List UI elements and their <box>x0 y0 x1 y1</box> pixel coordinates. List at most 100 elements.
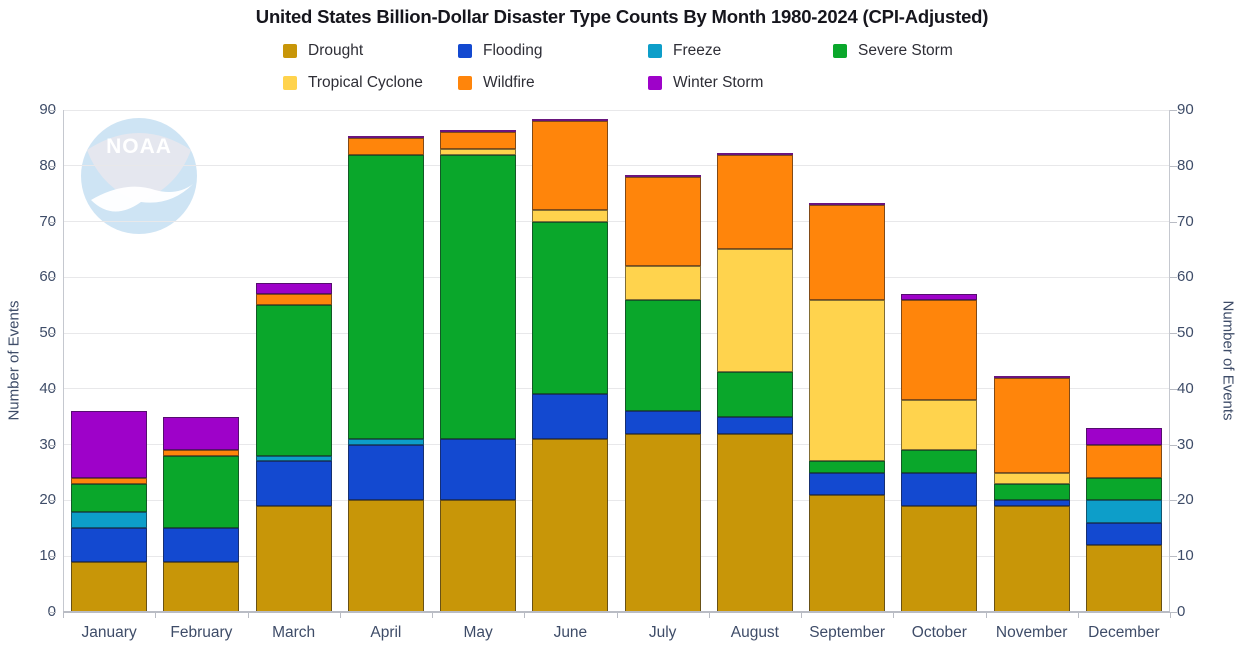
y-tick-label: 10 <box>1177 547 1194 565</box>
bar-segment[interactable] <box>809 461 886 473</box>
legend-item-tropical-cyclone[interactable]: Tropical Cyclone <box>283 74 423 92</box>
bar-segment[interactable] <box>163 455 240 529</box>
legend-label: Winter Storm <box>673 74 764 91</box>
y-tick-label: 0 <box>1177 603 1186 620</box>
bar-segment[interactable] <box>347 154 424 440</box>
bar-segment[interactable] <box>347 137 424 155</box>
bar-segment[interactable] <box>809 299 886 462</box>
bar-segment[interactable] <box>347 500 424 612</box>
bar-segment[interactable] <box>71 411 148 479</box>
bar-segment[interactable] <box>624 299 701 412</box>
bar-segment[interactable] <box>1085 427 1162 445</box>
gridline <box>63 388 1170 390</box>
bar-segment[interactable] <box>71 511 148 529</box>
bar-segment[interactable] <box>255 506 332 612</box>
bar-segment[interactable] <box>993 506 1070 612</box>
bar-segment[interactable] <box>716 249 793 373</box>
bar-segment[interactable] <box>255 282 332 295</box>
x-tick-mark <box>155 612 157 618</box>
x-tick-mark <box>985 612 987 618</box>
legend-item-winter-storm[interactable]: Winter Storm <box>648 74 763 92</box>
legend-item-freeze[interactable]: Freeze <box>648 42 721 60</box>
y-tick-label: 60 <box>39 268 56 286</box>
bar-segment[interactable] <box>440 149 517 155</box>
bar-segment[interactable] <box>255 305 332 456</box>
bar-segment[interactable] <box>440 439 517 501</box>
bar-segment[interactable] <box>993 483 1070 501</box>
bar-segment[interactable] <box>1085 500 1162 523</box>
bar-segment[interactable] <box>163 416 240 451</box>
bar-segment[interactable] <box>624 266 701 300</box>
y-tick-label: 40 <box>1177 379 1194 397</box>
bar-june <box>532 110 609 612</box>
bar-segment[interactable] <box>440 132 517 150</box>
y-axis-line <box>1169 110 1170 612</box>
bar-april <box>347 110 424 612</box>
bar-segment[interactable] <box>255 461 332 507</box>
bar-segment[interactable] <box>901 294 978 300</box>
bar-segment[interactable] <box>440 154 517 440</box>
bar-segment[interactable] <box>163 561 240 612</box>
bar-segment[interactable] <box>624 411 701 434</box>
bar-segment[interactable] <box>255 455 332 462</box>
bar-segment[interactable] <box>532 394 609 440</box>
bar-segment[interactable] <box>71 561 148 612</box>
y-tick-mark <box>1170 556 1177 558</box>
bar-segment[interactable] <box>1085 522 1162 546</box>
bar-segment[interactable] <box>347 444 424 501</box>
y-tick-label: 90 <box>39 101 56 118</box>
bar-segment[interactable] <box>71 478 148 484</box>
bar-segment[interactable] <box>809 472 886 495</box>
bar-segment[interactable] <box>901 506 978 612</box>
y-tick-label: 70 <box>39 212 56 230</box>
legend-swatch <box>648 44 662 58</box>
x-tick-label: May <box>463 624 493 641</box>
bar-segment[interactable] <box>993 377 1070 473</box>
x-tick-mark <box>247 612 249 618</box>
y-tick-mark <box>1170 500 1177 502</box>
legend-label: Severe Storm <box>858 42 953 59</box>
bar-segment[interactable] <box>71 528 148 562</box>
bar-segment[interactable] <box>532 221 609 395</box>
bar-segment[interactable] <box>716 154 793 250</box>
bar-segment[interactable] <box>993 500 1070 507</box>
gridline <box>63 109 1170 111</box>
y-tick-label: 90 <box>1177 101 1194 118</box>
bar-segment[interactable] <box>624 433 701 612</box>
bar-march <box>255 110 332 612</box>
bar-segment[interactable] <box>532 210 609 222</box>
bar-segment[interactable] <box>809 494 886 612</box>
y-axis-title-right: Number of Events <box>1219 300 1237 421</box>
bar-segment[interactable] <box>255 294 332 306</box>
y-tick-mark <box>49 277 56 279</box>
bar-november <box>993 110 1070 612</box>
legend-item-flooding[interactable]: Flooding <box>458 42 542 60</box>
bar-segment[interactable] <box>716 433 793 612</box>
bar-segment[interactable] <box>1085 545 1162 612</box>
bar-segment[interactable] <box>1085 478 1162 501</box>
bar-segment[interactable] <box>716 416 793 434</box>
bar-segment[interactable] <box>901 299 978 401</box>
bar-segment[interactable] <box>1085 444 1162 479</box>
bar-segment[interactable] <box>901 450 978 473</box>
bar-segment[interactable] <box>163 528 240 562</box>
legend-swatch <box>283 76 297 90</box>
bar-segment[interactable] <box>993 472 1070 484</box>
bar-segment[interactable] <box>163 450 240 456</box>
bar-segment[interactable] <box>716 372 793 417</box>
legend-item-severe-storm[interactable]: Severe Storm <box>833 42 953 60</box>
bar-segment[interactable] <box>71 483 148 512</box>
bar-segment[interactable] <box>624 176 701 267</box>
y-tick-label: 0 <box>0 603 56 621</box>
legend-item-drought[interactable]: Drought <box>283 42 363 60</box>
x-tick-label: February <box>170 624 233 641</box>
bar-segment[interactable] <box>440 500 517 612</box>
bar-segment[interactable] <box>901 472 978 507</box>
legend-item-wildfire[interactable]: Wildfire <box>458 74 535 92</box>
bar-segment[interactable] <box>901 400 978 451</box>
bar-segment[interactable] <box>532 121 609 211</box>
bar-segment[interactable] <box>532 439 609 612</box>
bar-segment[interactable] <box>809 204 886 300</box>
bar-segment[interactable] <box>347 439 424 445</box>
winter-storm-zero-hairline <box>532 119 609 122</box>
